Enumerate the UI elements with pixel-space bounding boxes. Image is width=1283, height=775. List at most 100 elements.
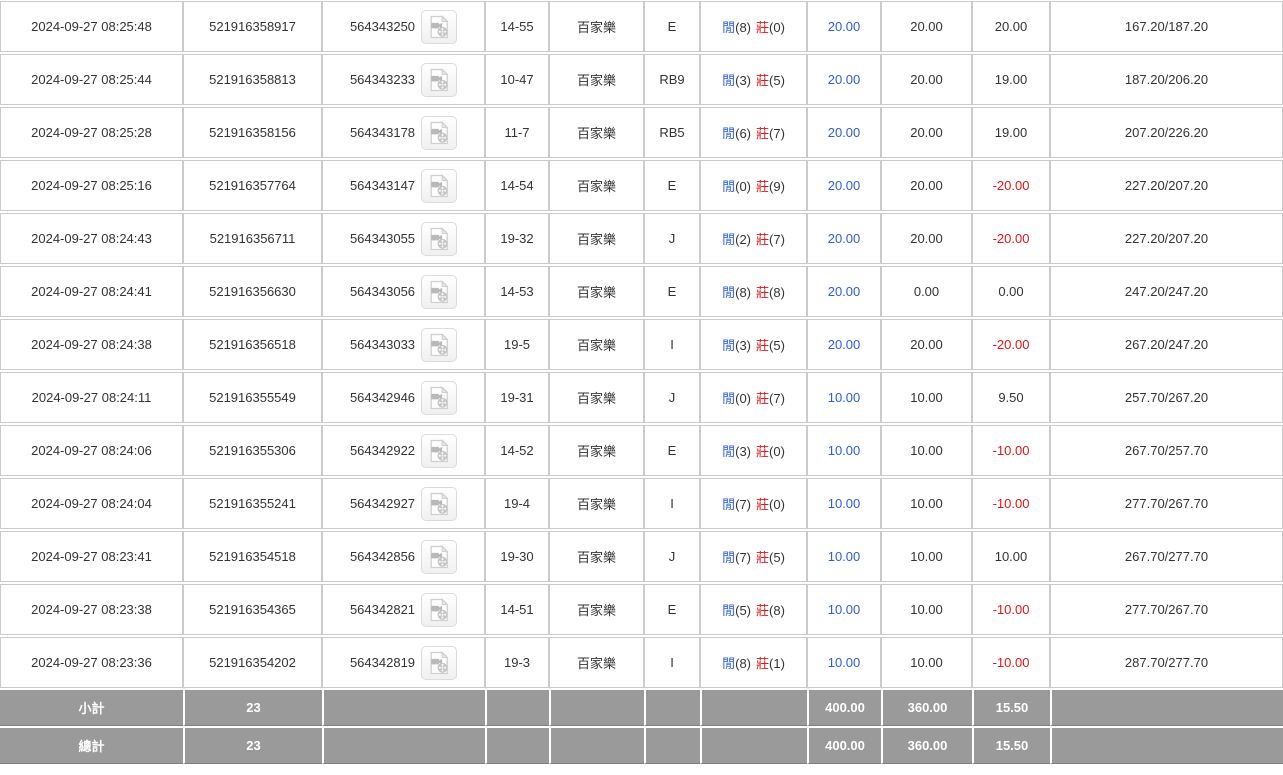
table-row: 2024-09-27 08:24:04 521916355241 5643429… xyxy=(0,478,1283,529)
bet-time-cell: 2024-09-27 08:25:48 xyxy=(0,1,183,52)
table-round-cell: 14-54 xyxy=(485,160,549,211)
game-name-cell: 百家樂 xyxy=(549,584,644,635)
video-replay-button[interactable] xyxy=(421,592,458,627)
banker-label: 莊 xyxy=(756,338,770,353)
bet-amount-link[interactable]: 20.00 xyxy=(827,231,861,246)
valid-amount-cell: 10.00 xyxy=(881,425,972,476)
round-id-cell: 564343056 xyxy=(322,266,485,317)
bet-amount-cell: 20.00 xyxy=(807,319,881,370)
video-replay-button[interactable] xyxy=(421,645,458,680)
video-replay-button[interactable] xyxy=(421,539,458,574)
bet-amount-link[interactable]: 10.00 xyxy=(827,655,861,670)
video-replay-button[interactable] xyxy=(421,433,458,468)
video-file-icon xyxy=(430,226,449,250)
bet-time-cell: 2024-09-27 08:25:16 xyxy=(0,160,183,211)
table-round-cell: 19-5 xyxy=(485,319,549,370)
video-replay-button[interactable] xyxy=(421,168,458,203)
bet-amount-link[interactable]: 20.00 xyxy=(827,19,861,34)
player-label: 閒 xyxy=(722,179,736,194)
summary-empty-cell xyxy=(644,690,700,726)
bet-amount-cell: 10.00 xyxy=(807,531,881,582)
player-score: (3) xyxy=(735,444,751,459)
summary-empty-cell xyxy=(700,690,807,726)
table-round-cell: 19-4 xyxy=(485,478,549,529)
video-file-icon xyxy=(430,120,449,144)
bet-id-cell: 521916354518 xyxy=(183,531,322,582)
player-score: (0) xyxy=(735,179,751,194)
banker-label: 莊 xyxy=(756,391,770,406)
round-id: 564342821 xyxy=(349,602,416,617)
banker-label: 莊 xyxy=(756,656,770,671)
table-row: 2024-09-27 08:25:16 521916357764 5643431… xyxy=(0,160,1283,211)
bet-amount-link[interactable]: 20.00 xyxy=(827,125,861,140)
summary-row: 總計 23 400.00 360.00 15.50 xyxy=(0,728,1283,764)
video-replay-button[interactable] xyxy=(421,380,458,415)
summary-count-cell: 23 xyxy=(183,728,322,764)
round-id: 564343250 xyxy=(349,19,416,34)
valid-amount-cell: 20.00 xyxy=(881,213,972,264)
player-score: (8) xyxy=(735,20,751,35)
bet-time-cell: 2024-09-27 08:23:36 xyxy=(0,637,183,688)
video-replay-button[interactable] xyxy=(421,274,458,309)
summary-empty-cell xyxy=(322,728,485,764)
banker-label: 莊 xyxy=(756,73,770,88)
valid-amount-cell: 10.00 xyxy=(881,637,972,688)
player-score: (7) xyxy=(735,550,751,565)
summary-label-cell: 總計 xyxy=(0,728,183,764)
video-replay-button[interactable] xyxy=(421,62,458,97)
banker-score: (5) xyxy=(769,550,785,565)
video-replay-button[interactable] xyxy=(421,115,458,150)
video-replay-button[interactable] xyxy=(421,486,458,521)
result-cell: 閒(8) 莊(0) xyxy=(700,1,807,52)
summary-bet-total-cell: 400.00 xyxy=(807,728,881,764)
bet-amount-link[interactable]: 20.00 xyxy=(827,72,861,87)
round-id: 564342922 xyxy=(349,443,416,458)
valid-amount-cell: 10.00 xyxy=(881,372,972,423)
valid-amount-cell: 20.00 xyxy=(881,107,972,158)
video-file-icon xyxy=(430,67,449,91)
result-cell: 閒(3) 莊(5) xyxy=(700,54,807,105)
bet-amount-link[interactable]: 20.00 xyxy=(827,178,861,193)
table-round-cell: 19-31 xyxy=(485,372,549,423)
bet-amount-cell: 10.00 xyxy=(807,425,881,476)
winloss-cell: -10.00 xyxy=(972,637,1050,688)
banker-score: (5) xyxy=(769,73,785,88)
bet-amount-link[interactable]: 10.00 xyxy=(827,549,861,564)
game-name-cell: 百家樂 xyxy=(549,637,644,688)
banker-score: (0) xyxy=(769,444,785,459)
player-score: (8) xyxy=(735,285,751,300)
bet-amount-link[interactable]: 10.00 xyxy=(827,496,861,511)
video-replay-button[interactable] xyxy=(421,221,458,256)
player-label: 閒 xyxy=(722,497,736,512)
bet-amount-link[interactable]: 20.00 xyxy=(827,337,861,352)
balance-cell: 267.20/247.20 xyxy=(1050,319,1283,370)
winloss-cell: 10.00 xyxy=(972,531,1050,582)
table-row: 2024-09-27 08:24:41 521916356630 5643430… xyxy=(0,266,1283,317)
table-row: 2024-09-27 08:25:48 521916358917 5643432… xyxy=(0,1,1283,52)
summary-winloss-total-cell: 15.50 xyxy=(972,690,1050,726)
round-id-cell: 564343233 xyxy=(322,54,485,105)
video-replay-button[interactable] xyxy=(421,327,458,362)
bet-amount-link[interactable]: 20.00 xyxy=(827,284,861,299)
bet-amount-link[interactable]: 10.00 xyxy=(827,443,861,458)
balance-cell: 267.70/277.70 xyxy=(1050,531,1283,582)
dealer-code-cell: E xyxy=(644,1,700,52)
video-replay-button[interactable] xyxy=(421,9,458,44)
valid-amount-cell: 20.00 xyxy=(881,1,972,52)
valid-amount-cell: 20.00 xyxy=(881,54,972,105)
banker-score: (7) xyxy=(769,391,785,406)
bet-amount-link[interactable]: 10.00 xyxy=(827,602,861,617)
game-name-cell: 百家樂 xyxy=(549,372,644,423)
result-cell: 閒(3) 莊(0) xyxy=(700,425,807,476)
summary-label-cell: 小計 xyxy=(0,690,183,726)
summary-valid-total-cell: 360.00 xyxy=(881,690,972,726)
bet-amount-cell: 20.00 xyxy=(807,266,881,317)
player-label: 閒 xyxy=(722,603,736,618)
dealer-code-cell: I xyxy=(644,637,700,688)
bet-amount-link[interactable]: 10.00 xyxy=(827,390,861,405)
bet-id-cell: 521916355306 xyxy=(183,425,322,476)
round-id: 564343033 xyxy=(349,337,416,352)
winloss-cell: -10.00 xyxy=(972,584,1050,635)
game-name-cell: 百家樂 xyxy=(549,531,644,582)
banker-score: (0) xyxy=(769,497,785,512)
